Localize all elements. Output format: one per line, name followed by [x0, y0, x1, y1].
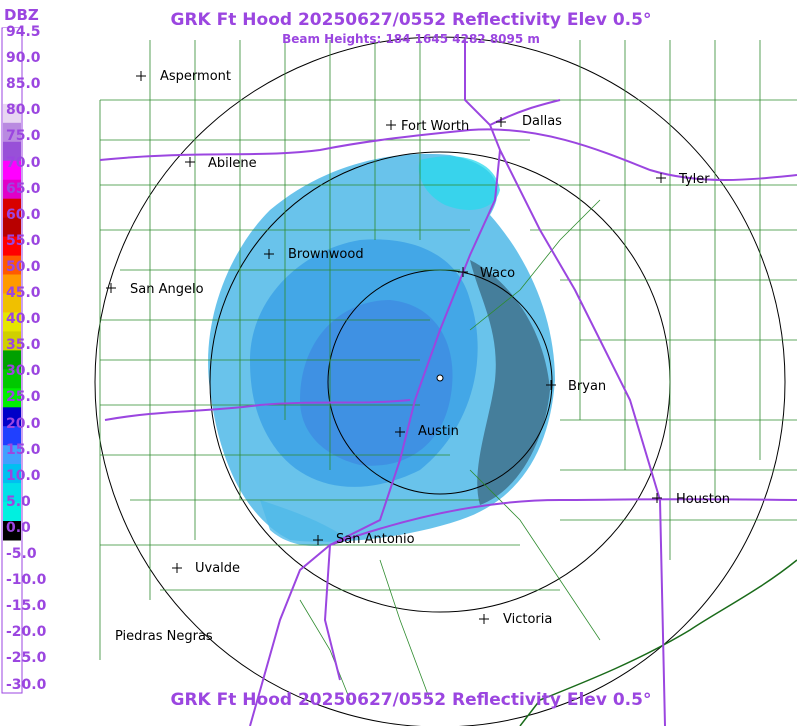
highways	[99, 40, 797, 726]
svg-text:Houston: Houston	[676, 492, 730, 507]
legend-swatch	[3, 65, 21, 86]
svg-text:Austin: Austin	[418, 424, 459, 439]
legend-tick-label: 70.0	[6, 154, 41, 171]
map-subtitle: Beam Heights: 184 1645 4282 8095 m	[282, 32, 540, 46]
legend-swatch	[3, 274, 21, 294]
legend-swatch	[3, 407, 21, 427]
legend-tick-label: -15.0	[6, 598, 47, 615]
legend-swatch	[3, 198, 21, 219]
legend-swatch	[3, 426, 21, 446]
city-bryan: Bryan	[546, 379, 606, 394]
city-labels: Aspermont Fort Worth Dallas Abilene Tyle…	[106, 69, 730, 644]
svg-text:San Antonio: San Antonio	[336, 532, 415, 547]
legend-swatch	[3, 141, 21, 162]
county-lines	[99, 40, 797, 701]
city-fort-worth: Fort Worth	[386, 119, 469, 134]
legend-tick-label: -25.0	[6, 650, 47, 667]
svg-text:Dallas: Dallas	[522, 114, 562, 129]
city-tyler: Tyler	[656, 172, 710, 187]
legend-tick-label: 20.0	[6, 415, 41, 432]
legend-tick-label: 30.0	[6, 363, 41, 380]
legend-swatch	[3, 369, 21, 389]
city-houston: Houston	[652, 492, 730, 507]
svg-text:San Angelo: San Angelo	[130, 282, 204, 297]
svg-text:Victoria: Victoria	[503, 612, 552, 627]
legend-swatch	[3, 47, 21, 67]
svg-text:Aspermont: Aspermont	[160, 69, 231, 84]
city-san-angelo: San Angelo	[106, 282, 204, 297]
legend-swatch	[3, 179, 21, 200]
legend-swatch	[3, 28, 21, 48]
legend-swatch	[3, 122, 21, 143]
legend-swatch	[3, 255, 21, 276]
legend-swatch	[3, 103, 21, 124]
legend-swatch	[3, 84, 21, 105]
radar-site-marker	[436, 374, 444, 382]
legend-swatch	[3, 331, 21, 351]
map-title: GRK Ft Hood 20250627/0552 Reflectivity E…	[170, 10, 652, 30]
legend-tick-label: 50.0	[6, 258, 41, 275]
legend-colorbar	[3, 28, 21, 541]
city-brownwood: Brownwood	[264, 247, 364, 262]
city-san-antonio: San Antonio	[313, 532, 415, 547]
svg-text:Piedras Negras: Piedras Negras	[115, 629, 213, 644]
legend-swatch	[3, 464, 21, 484]
coastline	[519, 559, 797, 726]
svg-text:Abilene: Abilene	[208, 156, 257, 171]
legend-tick-label: 90.0	[6, 50, 41, 67]
legend-swatch	[3, 521, 21, 541]
svg-text:Uvalde: Uvalde	[195, 561, 240, 576]
legend-tick-label: 80.0	[6, 102, 41, 119]
legend-tick-label: 5.0	[6, 493, 31, 510]
legend-tick-label: -10.0	[6, 572, 47, 589]
svg-text:Tyler: Tyler	[678, 172, 710, 187]
legend-swatch	[3, 160, 21, 181]
city-uvalde: Uvalde	[172, 561, 240, 576]
legend-tick-label: 75.0	[6, 128, 41, 145]
svg-text:Waco: Waco	[480, 266, 515, 281]
city-abilene: Abilene	[185, 156, 257, 171]
svg-text:Bryan: Bryan	[568, 379, 606, 394]
legend-tick-label: 0.0	[6, 519, 31, 536]
legend-swatch	[3, 502, 21, 522]
legend-tick-label: 35.0	[6, 337, 41, 354]
svg-text:Fort Worth: Fort Worth	[401, 119, 469, 134]
city-aspermont: Aspermont	[136, 69, 231, 84]
city-victoria: Victoria	[479, 612, 552, 627]
city-waco: Waco	[458, 266, 515, 281]
legend-tick-label: 55.0	[6, 232, 41, 249]
legend-tick-label: 15.0	[6, 441, 41, 458]
legend-tick-label: -5.0	[6, 546, 37, 562]
radar-echo	[208, 153, 555, 546]
legend-swatch	[3, 236, 21, 257]
legend-tick-label: 40.0	[6, 311, 41, 328]
legend-swatch	[3, 312, 21, 332]
legend-tick-label: 85.0	[6, 76, 41, 93]
legend-tick-label: 94.5	[6, 24, 41, 40]
legend-swatch	[3, 445, 21, 465]
legend-swatch	[3, 217, 21, 238]
svg-text:Brownwood: Brownwood	[288, 247, 364, 262]
legend-tick-label: -30.0	[6, 676, 47, 693]
city-dallas: Dallas	[496, 114, 562, 129]
legend-tick-label: 60.0	[6, 206, 41, 223]
legend-tick-label: 65.0	[6, 180, 41, 197]
legend-tick-label: -20.0	[6, 624, 47, 641]
legend-swatch	[3, 483, 21, 503]
legend-swatch	[3, 350, 21, 370]
legend-swatch	[3, 388, 21, 408]
legend-tick-label: 10.0	[6, 467, 41, 484]
city-piedras-negras: Piedras Negras	[115, 629, 213, 644]
map-footer: GRK Ft Hood 20250627/0552 Reflectivity E…	[170, 690, 652, 710]
legend-swatch	[3, 293, 21, 313]
legend-tick-label: 45.0	[6, 285, 41, 301]
legend-unit-label: DBZ	[4, 6, 39, 24]
legend-tick-label: 25.0	[6, 389, 41, 406]
city-austin: Austin	[395, 424, 459, 439]
